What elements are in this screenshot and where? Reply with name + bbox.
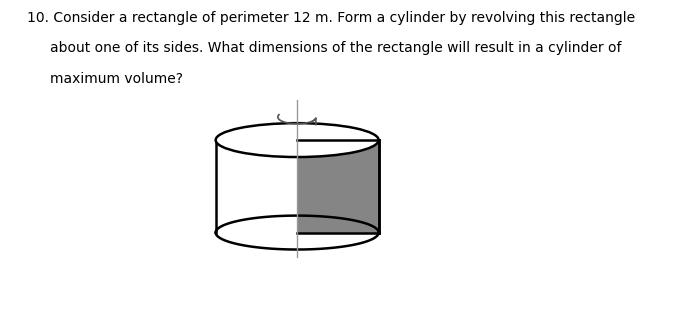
Text: 10. Consider a rectangle of perimeter 12 m. Form a cylinder by revolving this re: 10. Consider a rectangle of perimeter 12…	[26, 11, 635, 25]
Bar	[297, 140, 378, 233]
Text: maximum volume?: maximum volume?	[49, 72, 183, 86]
Text: about one of its sides. What dimensions of the rectangle will result in a cylind: about one of its sides. What dimensions …	[49, 41, 621, 55]
Ellipse shape	[215, 123, 378, 157]
